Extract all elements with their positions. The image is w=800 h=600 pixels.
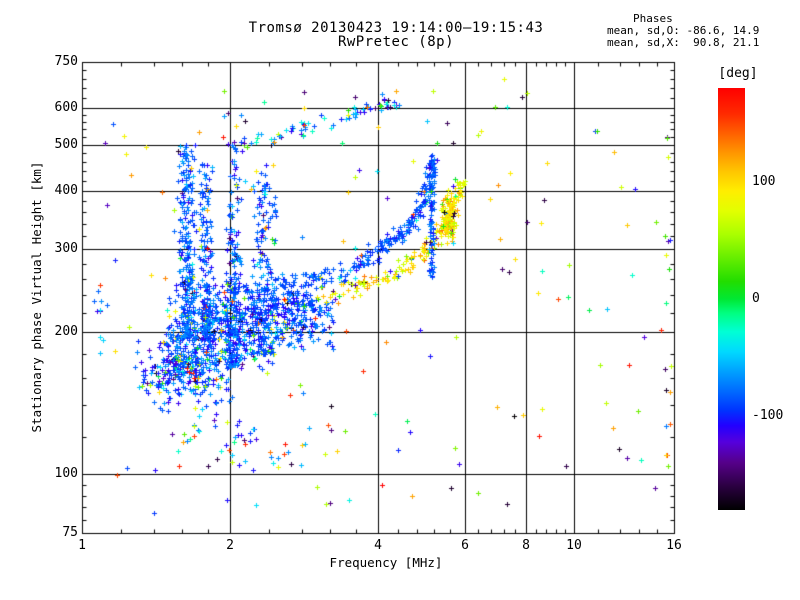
y-tick-label: 300: [54, 241, 78, 256]
x-tick-label: 8: [522, 538, 530, 553]
x-tick-label: 6: [461, 538, 469, 553]
y-tick-label: 400: [54, 183, 78, 198]
y-axis-title: Stationary phase Virtual Height [km]: [29, 161, 44, 433]
phase-colorbar: [718, 88, 745, 510]
colorbar-tick-label: -100: [752, 408, 784, 423]
y-tick-label: 100: [54, 466, 78, 481]
colorbar-tick-label: 0: [752, 291, 760, 306]
y-tick-label: 750: [54, 54, 78, 69]
colorbar-tick-label: 100: [752, 174, 776, 189]
phase-stats-o-mode: mean, sd,O: -86.6, 14.9: [607, 24, 760, 37]
chart-title: Tromsø 20130423 19:14:00–19:15:43: [248, 20, 544, 36]
x-tick-label: 1: [78, 538, 86, 553]
y-tick-label: 600: [54, 100, 78, 115]
x-tick-label: 4: [374, 538, 382, 553]
x-tick-label: 16: [666, 538, 682, 553]
x-tick-label: 2: [226, 538, 234, 553]
x-tick-label: 10: [566, 538, 582, 553]
phase-stats-x-mode: mean, sd,X: 90.8, 21.1: [607, 36, 760, 49]
x-axis-title: Frequency [MHz]: [329, 555, 443, 570]
y-tick-label: 500: [54, 137, 78, 152]
colorbar-units-label: [deg]: [718, 66, 758, 81]
phase-stats-heading: Phases: [633, 12, 673, 25]
y-tick-label: 75: [62, 525, 78, 540]
chart-subtitle: RwPretec (8p): [337, 34, 455, 50]
y-tick-label: 200: [54, 324, 78, 339]
